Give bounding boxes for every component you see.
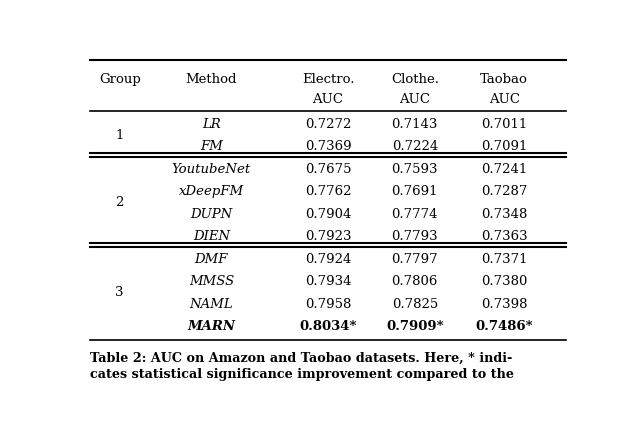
Text: 0.7774: 0.7774 — [392, 208, 438, 221]
Text: 0.7369: 0.7369 — [305, 140, 351, 153]
Text: 0.8034*: 0.8034* — [300, 320, 356, 333]
Text: 0.7486*: 0.7486* — [476, 320, 533, 333]
Text: Group: Group — [99, 73, 141, 86]
Text: 0.7091: 0.7091 — [481, 140, 527, 153]
Text: 0.7924: 0.7924 — [305, 253, 351, 266]
Text: DUPN: DUPN — [190, 208, 232, 221]
Text: 0.7793: 0.7793 — [392, 230, 438, 243]
Text: 0.7675: 0.7675 — [305, 163, 351, 175]
Text: 2: 2 — [115, 197, 124, 209]
Text: FM: FM — [200, 140, 223, 153]
Text: 0.7923: 0.7923 — [305, 230, 351, 243]
Text: AUC: AUC — [399, 93, 430, 106]
Text: AUC: AUC — [312, 93, 344, 106]
Text: 0.7806: 0.7806 — [392, 275, 438, 288]
Text: MARN: MARN — [188, 320, 236, 333]
Text: 0.7371: 0.7371 — [481, 253, 527, 266]
Text: 0.7825: 0.7825 — [392, 298, 438, 311]
Text: 0.7380: 0.7380 — [481, 275, 527, 288]
Text: 0.7593: 0.7593 — [392, 163, 438, 175]
Text: 0.7143: 0.7143 — [392, 118, 438, 131]
Text: Electro.: Electro. — [301, 73, 355, 86]
Text: Table 2: AUC on Amazon and Taobao datasets. Here, * indi-: Table 2: AUC on Amazon and Taobao datase… — [90, 351, 512, 364]
Text: 1: 1 — [115, 129, 124, 142]
Text: Clothe.: Clothe. — [391, 73, 439, 86]
Text: cates statistical significance improvement compared to the: cates statistical significance improveme… — [90, 368, 514, 381]
Text: 0.7398: 0.7398 — [481, 298, 527, 311]
Text: 0.7762: 0.7762 — [305, 185, 351, 198]
Text: Taobao: Taobao — [480, 73, 528, 86]
Text: 0.7287: 0.7287 — [481, 185, 527, 198]
Text: LR: LR — [202, 118, 221, 131]
Text: 0.7224: 0.7224 — [392, 140, 438, 153]
Text: 0.7348: 0.7348 — [481, 208, 527, 221]
Text: YoutubeNet: YoutubeNet — [172, 163, 251, 175]
Text: 0.7958: 0.7958 — [305, 298, 351, 311]
Text: 3: 3 — [115, 286, 124, 299]
Text: 0.7011: 0.7011 — [481, 118, 527, 131]
Text: 0.7241: 0.7241 — [481, 163, 527, 175]
Text: DMF: DMF — [195, 253, 228, 266]
Text: NAML: NAML — [189, 298, 233, 311]
Text: xDeepFM: xDeepFM — [179, 185, 244, 198]
Text: 0.7904: 0.7904 — [305, 208, 351, 221]
Text: DIEN: DIEN — [193, 230, 230, 243]
Text: Method: Method — [186, 73, 237, 86]
Text: 0.7691: 0.7691 — [392, 185, 438, 198]
Text: MMSS: MMSS — [189, 275, 234, 288]
Text: 0.7909*: 0.7909* — [386, 320, 444, 333]
Text: 0.7272: 0.7272 — [305, 118, 351, 131]
Text: 0.7934: 0.7934 — [305, 275, 351, 288]
Text: AUC: AUC — [488, 93, 520, 106]
Text: 0.7363: 0.7363 — [481, 230, 527, 243]
Text: 0.7797: 0.7797 — [392, 253, 438, 266]
